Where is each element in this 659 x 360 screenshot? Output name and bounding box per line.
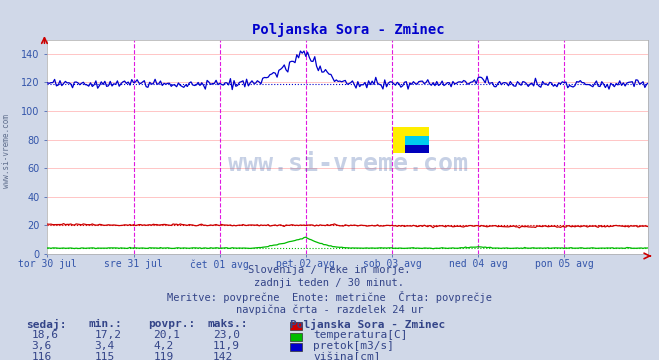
Text: 142: 142 bbox=[213, 352, 233, 360]
Text: 20,1: 20,1 bbox=[154, 330, 181, 341]
Text: 18,6: 18,6 bbox=[32, 330, 59, 341]
Text: zadnji teden / 30 minut.: zadnji teden / 30 minut. bbox=[254, 278, 405, 288]
Title: Poljanska Sora - Zminec: Poljanska Sora - Zminec bbox=[252, 23, 444, 37]
Text: višina[cm]: višina[cm] bbox=[313, 352, 380, 360]
Text: Slovenija / reke in morje.: Slovenija / reke in morje. bbox=[248, 265, 411, 275]
Text: maks.:: maks.: bbox=[208, 319, 248, 329]
Text: 3,6: 3,6 bbox=[32, 341, 52, 351]
Text: www.si-vreme.com: www.si-vreme.com bbox=[228, 152, 468, 176]
Text: sedaj:: sedaj: bbox=[26, 319, 67, 330]
Text: 115: 115 bbox=[94, 352, 115, 360]
FancyBboxPatch shape bbox=[405, 136, 429, 153]
Text: Meritve: povprečne  Enote: metrične  Črta: povprečje: Meritve: povprečne Enote: metrične Črta:… bbox=[167, 291, 492, 303]
FancyBboxPatch shape bbox=[393, 127, 429, 153]
Text: 116: 116 bbox=[32, 352, 52, 360]
Text: temperatura[C]: temperatura[C] bbox=[313, 330, 407, 341]
Text: min.:: min.: bbox=[89, 319, 123, 329]
Text: navpična črta - razdelek 24 ur: navpična črta - razdelek 24 ur bbox=[236, 305, 423, 315]
Text: pretok[m3/s]: pretok[m3/s] bbox=[313, 341, 394, 351]
Text: 23,0: 23,0 bbox=[213, 330, 240, 341]
Text: www.si-vreme.com: www.si-vreme.com bbox=[2, 114, 11, 188]
Text: povpr.:: povpr.: bbox=[148, 319, 196, 329]
Text: 4,2: 4,2 bbox=[154, 341, 174, 351]
Text: 11,9: 11,9 bbox=[213, 341, 240, 351]
Text: Poljanska Sora - Zminec: Poljanska Sora - Zminec bbox=[290, 319, 445, 330]
FancyBboxPatch shape bbox=[405, 145, 429, 153]
Text: 17,2: 17,2 bbox=[94, 330, 121, 341]
Text: 3,4: 3,4 bbox=[94, 341, 115, 351]
Text: 119: 119 bbox=[154, 352, 174, 360]
